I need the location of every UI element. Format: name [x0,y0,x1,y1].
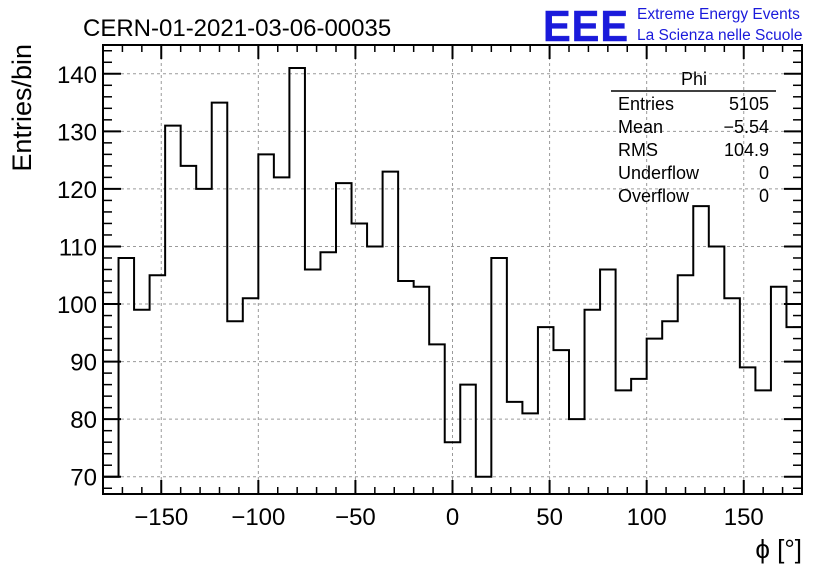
histogram-bin [569,419,585,494]
histogram-bin [678,275,694,494]
y-tick-label: 130 [57,119,97,146]
histogram-bin [740,367,756,494]
histogram-bin [336,183,352,494]
histogram-bin [429,344,445,494]
histogram-bin [616,390,632,494]
stats-row-value: 104.9 [724,140,769,160]
y-tick-label: 90 [70,350,97,377]
histogram-bin [367,246,383,494]
histogram-bin [398,281,414,494]
eee-logo-letters: EEE [543,2,629,51]
histogram-bin [507,402,523,494]
histogram-bin [134,310,150,494]
x-axis-label: ϕ [°] [755,534,802,564]
histogram-bin [289,68,305,494]
x-tick-label: 50 [536,504,563,531]
histogram-bin [243,298,259,494]
x-tick-label: 0 [446,504,459,531]
eee-logo-line2: La Scienza nelle Scuole [637,27,802,44]
ticks-layer [102,45,803,494]
stats-row-value: 5105 [729,94,769,114]
histogram-bin [320,252,336,494]
stats-row-label: Overflow [618,186,690,206]
histogram-bin [724,298,740,494]
y-tick-label: 100 [57,292,97,319]
histogram-bin [150,275,166,494]
histogram-bin [538,327,554,494]
histogram-layer [103,67,802,495]
histogram-bin [352,223,368,494]
histogram-bin [600,270,616,495]
chart-title: CERN-01-2021-03-06-00035 [83,15,391,42]
histogram-bin [181,166,197,494]
histogram-bin [212,103,228,494]
histogram-bin [274,177,290,494]
histogram-bin [476,477,492,494]
histogram-bin [755,390,771,494]
histogram-bin [491,258,507,494]
histogram-bin [662,321,678,494]
stats-row-label: Mean [618,117,663,137]
grid-layer [103,45,802,494]
y-tick-label: 110 [59,234,97,261]
y-tick-label: 80 [70,407,97,434]
stats-box: Phi Entries 5105 Mean −5.54 RMS 104.9 Underflo… [611,69,776,206]
histogram-bin [709,246,725,494]
histogram-bin [647,339,663,494]
y-tick-label: 120 [57,177,97,204]
x-tick-label: 150 [724,504,764,531]
histogram-bin [103,477,119,494]
stats-row-label: Underflow [618,163,700,183]
stats-row-value: 0 [759,186,769,206]
x-tick-label: 100 [627,504,667,531]
x-tick-label: −100 [231,504,285,531]
stats-row-label: RMS [618,140,658,160]
histogram-bin [165,126,181,494]
x-tick-label: −50 [335,504,376,531]
histogram-bin [383,172,399,494]
histogram-bin [553,350,569,494]
histogram-bin [693,206,709,494]
eee-logo-line1: Extreme Energy Events [637,6,800,23]
tick-labels-layer: −150 −100 −50 0 50 100 150 70 80 90 100 110 120 130 14… [57,62,764,531]
y-tick-label: 70 [70,465,97,492]
histogram-bin [522,413,538,494]
histogram-bin [227,321,243,494]
y-axis-label: Entries/bin [7,44,37,172]
histogram-bin [305,270,321,495]
histogram-bin [258,154,274,494]
y-tick-label: 140 [57,62,97,89]
stats-box-rows: Entries 5105 Mean −5.54 RMS 104.9 Underflow 0 Ov… [618,94,769,206]
histogram-bin [460,385,476,494]
histogram-bin [786,327,802,494]
histogram-bin [585,310,601,494]
x-tick-label: −150 [134,504,188,531]
stats-box-title: Phi [681,69,707,89]
stats-row-label: Entries [618,94,674,114]
histogram-bin [119,258,135,494]
histogram-outline [103,67,802,478]
stats-row-value: −5.54 [723,117,769,137]
histogram-bin [414,287,430,494]
stats-row-value: 0 [759,163,769,183]
eee-logo: EEE Extreme Energy Events La Scienza nel… [543,2,803,52]
histogram-bin [196,189,212,494]
histogram-bin [771,287,787,494]
